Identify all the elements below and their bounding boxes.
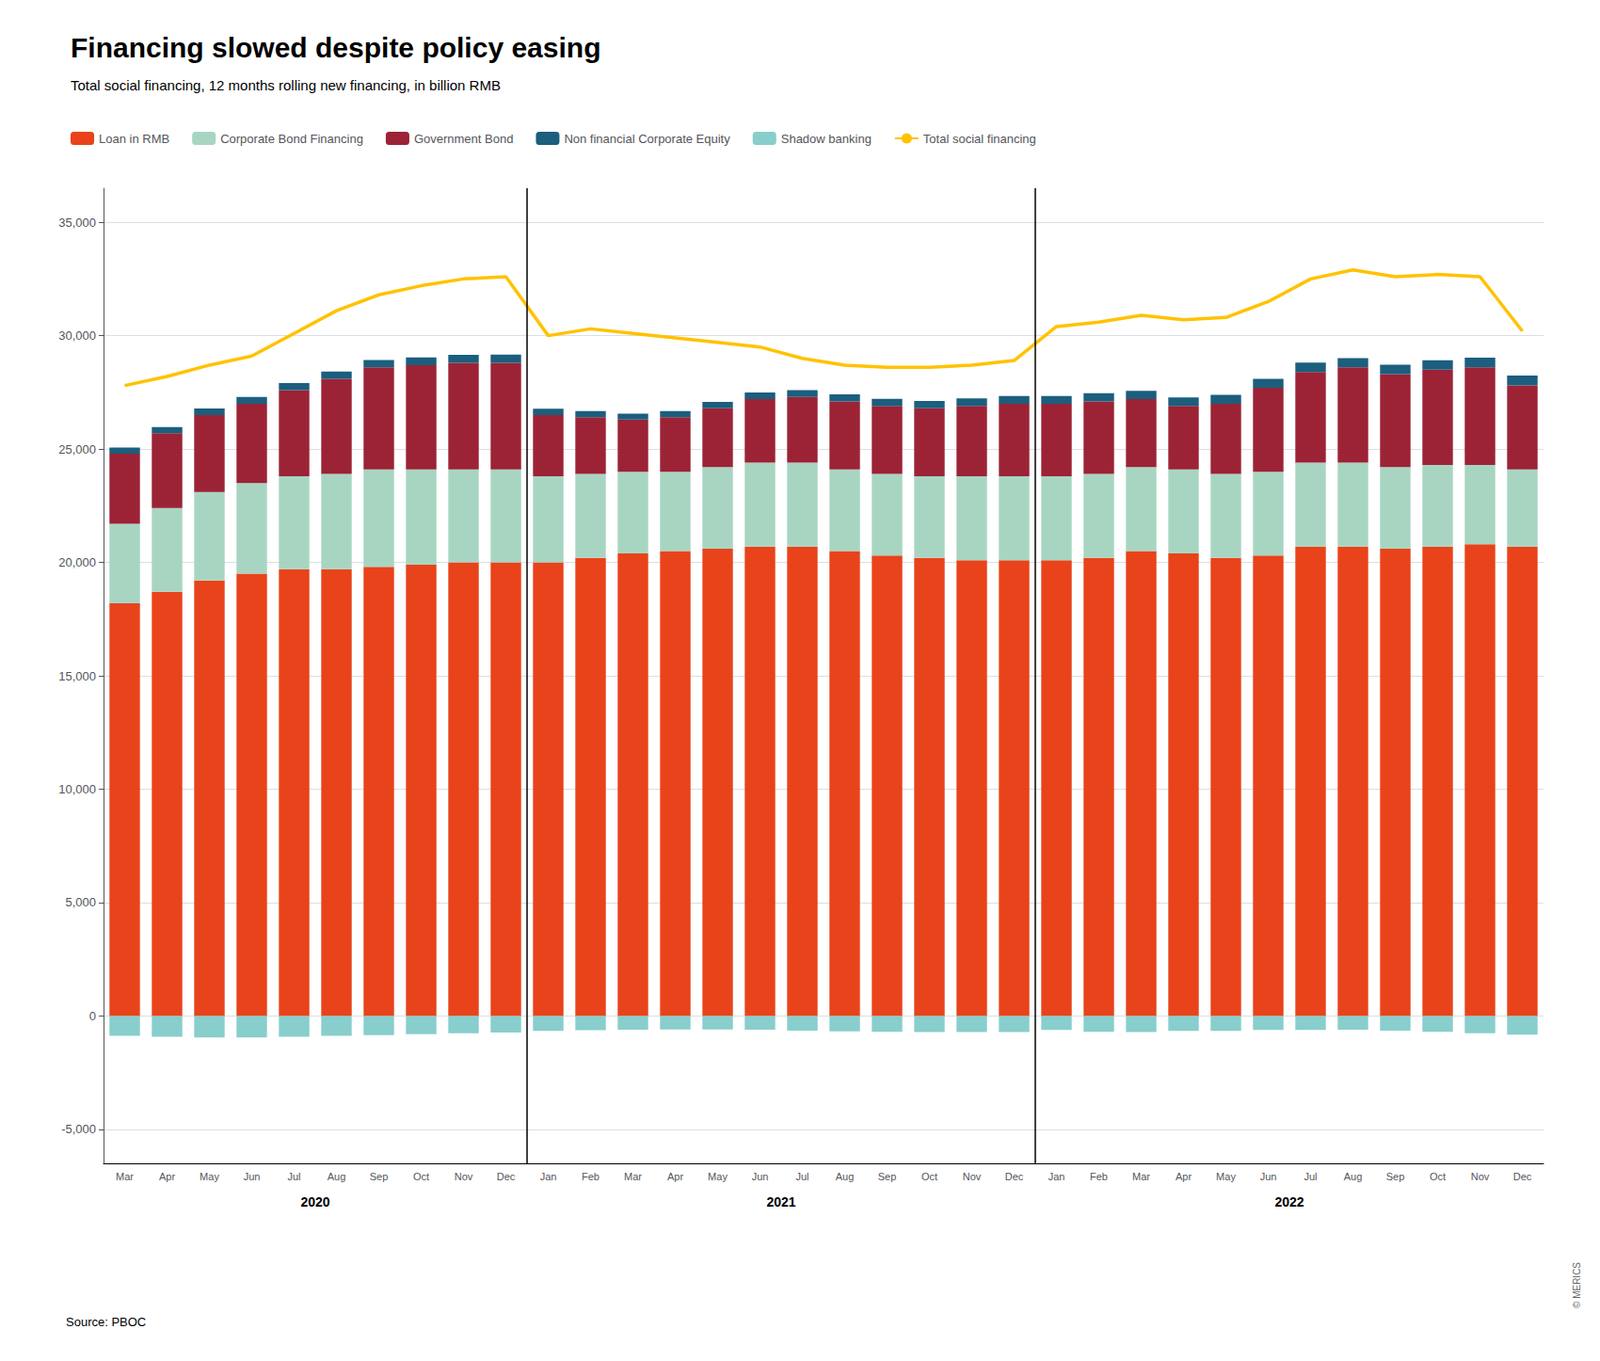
svg-text:Mar: Mar — [624, 1170, 642, 1183]
svg-text:Government Bond: Government Bond — [414, 131, 514, 146]
svg-text:Aug: Aug — [1344, 1170, 1363, 1183]
svg-text:35,000: 35,000 — [58, 215, 96, 230]
svg-text:Jul: Jul — [795, 1170, 809, 1183]
svg-text:Jul: Jul — [287, 1170, 301, 1183]
svg-text:Feb: Feb — [581, 1170, 600, 1183]
svg-text:Oct: Oct — [921, 1170, 938, 1183]
svg-text:30,000: 30,000 — [58, 328, 96, 343]
svg-text:Aug: Aug — [835, 1170, 855, 1183]
svg-text:Apr: Apr — [159, 1170, 176, 1183]
svg-text:Dec: Dec — [1005, 1170, 1024, 1183]
svg-text:Feb: Feb — [1089, 1170, 1108, 1183]
svg-text:2021: 2021 — [766, 1194, 796, 1210]
svg-text:Sep: Sep — [878, 1170, 897, 1183]
svg-text:Jan: Jan — [540, 1170, 558, 1183]
svg-text:Financing slowed despite polic: Financing slowed despite policy easing — [70, 32, 601, 64]
svg-text:Sep: Sep — [369, 1170, 389, 1183]
svg-text:Jan: Jan — [1048, 1170, 1066, 1183]
svg-text:Jun: Jun — [1260, 1170, 1278, 1183]
svg-text:Loan in RMB: Loan in RMB — [98, 131, 170, 146]
svg-text:May: May — [707, 1170, 728, 1183]
svg-text:Apr: Apr — [1175, 1170, 1192, 1183]
svg-text:Source: PBOC: Source: PBOC — [65, 1314, 146, 1329]
svg-text:May: May — [199, 1170, 220, 1183]
svg-text:0: 0 — [89, 1008, 96, 1024]
svg-text:May: May — [1216, 1170, 1236, 1183]
svg-text:10,000: 10,000 — [58, 782, 96, 797]
svg-text:© MERICS: © MERICS — [1571, 1262, 1583, 1309]
svg-text:25,000: 25,000 — [58, 442, 96, 457]
svg-text:2020: 2020 — [300, 1194, 330, 1210]
svg-text:15,000: 15,000 — [58, 669, 96, 684]
svg-text:Oct: Oct — [413, 1170, 430, 1183]
svg-text:-5,000: -5,000 — [61, 1121, 96, 1136]
svg-text:Total social financing, 12 mon: Total social financing, 12 months rollin… — [70, 77, 501, 94]
svg-text:Dec: Dec — [1513, 1170, 1533, 1183]
svg-text:Jul: Jul — [1303, 1170, 1317, 1183]
svg-text:Corporate Bond Financing: Corporate Bond Financing — [220, 131, 364, 146]
svg-text:2022: 2022 — [1274, 1194, 1304, 1210]
svg-text:Mar: Mar — [1132, 1170, 1151, 1183]
svg-text:20,000: 20,000 — [58, 555, 96, 570]
svg-text:Jun: Jun — [752, 1170, 769, 1183]
svg-text:Shadow banking: Shadow banking — [781, 131, 872, 146]
svg-text:Nov: Nov — [1471, 1170, 1490, 1183]
svg-text:Non financial Corporate Equity: Non financial Corporate Equity — [563, 131, 731, 146]
svg-text:Nov: Nov — [454, 1170, 474, 1183]
svg-text:Aug: Aug — [327, 1170, 347, 1183]
svg-text:Sep: Sep — [1386, 1170, 1406, 1183]
svg-text:Oct: Oct — [1429, 1170, 1446, 1183]
svg-text:Nov: Nov — [962, 1170, 982, 1183]
svg-text:Jun: Jun — [243, 1170, 261, 1183]
svg-text:Total social financing: Total social financing — [923, 131, 1037, 146]
svg-text:Mar: Mar — [115, 1170, 134, 1183]
svg-text:Dec: Dec — [496, 1170, 516, 1183]
svg-text:5,000: 5,000 — [64, 895, 96, 910]
svg-text:Apr: Apr — [667, 1170, 684, 1183]
